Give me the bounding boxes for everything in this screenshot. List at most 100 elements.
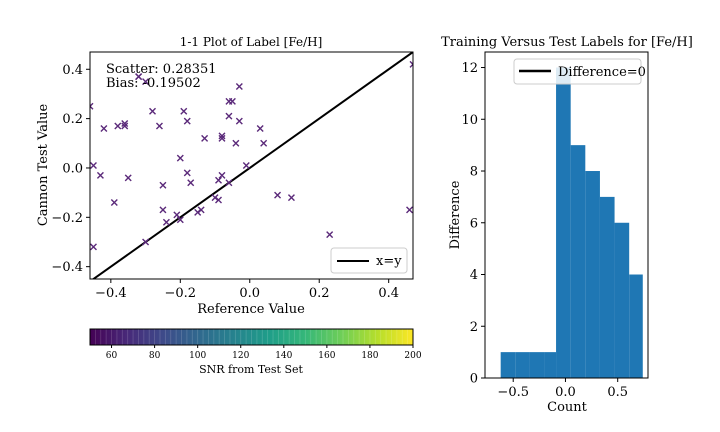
scatter-point-7 xyxy=(121,120,129,128)
colorbar: 60 80 100 120 140 160 180 200 SNR from Test Set xyxy=(89,328,422,376)
scatter-legend-label: x=y xyxy=(376,254,402,269)
histogram-x-tick-label: 0.5 xyxy=(607,385,628,400)
scatter-point-12 xyxy=(142,78,150,86)
scatter-point-0 xyxy=(90,102,94,110)
scatter-point-31 xyxy=(215,196,222,204)
histogram-bar-6 xyxy=(585,171,600,378)
scatter-x-ticks: −0.4 −0.2 0.0 0.2 0.4 xyxy=(95,279,399,301)
scatter-point-36 xyxy=(225,112,233,120)
scatter-point-26 xyxy=(194,208,202,216)
scatter-point-42 xyxy=(242,162,250,169)
scatter-plot-frame xyxy=(89,51,414,280)
scatter-x-tick-label: 0.4 xyxy=(378,286,399,301)
scatter-y-label: Cannon Test Value xyxy=(36,104,51,227)
scatter-point-29 xyxy=(211,194,219,202)
scatter-point-8 xyxy=(121,122,129,130)
histogram-y-tick-label: 4 xyxy=(470,268,478,283)
scatter-y-tick-label: 0.2 xyxy=(62,112,83,127)
scatter-point-40 xyxy=(235,117,243,125)
scatter-point-14 xyxy=(149,107,157,115)
scatter-point-2 xyxy=(90,243,97,251)
histogram-bar-7 xyxy=(599,196,615,378)
colorbar-tick-label: 60 xyxy=(106,351,118,361)
scatter-point-39 xyxy=(232,139,240,147)
scatter-point-13 xyxy=(142,238,150,246)
bias-annotation: Bias: -0.19502 xyxy=(106,76,201,91)
scatter-point-33 xyxy=(218,171,226,179)
histogram-x-tick-label: 0.0 xyxy=(555,385,576,400)
histogram-plot-frame xyxy=(484,51,649,379)
histogram-y-tick-label: 0 xyxy=(470,372,478,387)
scatter-point-38 xyxy=(228,97,236,105)
scatter-x-label: Reference Value xyxy=(197,302,305,317)
scatter-point-25 xyxy=(187,179,195,187)
scatter-point-34 xyxy=(218,134,226,142)
scatter-point-22 xyxy=(180,107,188,115)
histogram-bar-2 xyxy=(529,352,545,378)
colorbar-ticks: 60 80 100 120 140 160 180 200 xyxy=(106,345,422,361)
scatter-point-11 xyxy=(135,73,143,81)
colorbar-tick-label: 140 xyxy=(275,351,292,361)
scatter-point-45 xyxy=(274,191,282,199)
colorbar-tick-label: 100 xyxy=(189,351,206,361)
scatter-point-37 xyxy=(225,179,233,187)
histogram-y-label: Difference xyxy=(448,180,463,249)
histogram-bar-5 xyxy=(570,145,586,378)
histogram-panel: Training Versus Test Labels for [Fe/H] −… xyxy=(441,35,693,415)
colorbar-tick-label: 80 xyxy=(149,351,161,361)
scatter-point-47 xyxy=(326,231,334,239)
histogram-y-ticks: 0 2 4 6 8 10 12 xyxy=(461,61,485,387)
scatter-y-tick-label: −0.2 xyxy=(51,211,83,226)
scatter-point-28 xyxy=(201,134,209,142)
scatter-point-1 xyxy=(90,162,97,169)
scatter-point-27 xyxy=(197,206,205,214)
histogram-y-tick-label: 8 xyxy=(470,165,478,180)
colorbar-tick-label: 120 xyxy=(232,351,249,361)
histogram-bar-9 xyxy=(629,274,643,378)
scatter-point-5 xyxy=(110,199,118,207)
histogram-legend: Difference=0 xyxy=(513,58,646,85)
colorbar-stripes xyxy=(94,329,409,345)
scatter-point-30 xyxy=(215,176,222,184)
scatter-point-32 xyxy=(218,132,226,140)
scatter-point-46 xyxy=(287,194,295,202)
scatter-x-tick-label: −0.4 xyxy=(95,286,127,301)
histogram-legend-label: Difference=0 xyxy=(558,65,646,80)
histogram-legend-box xyxy=(513,58,642,85)
histogram-y-tick-label: 10 xyxy=(461,113,478,128)
scatter-title: 1-1 Plot of Label [Fe/H] xyxy=(180,35,323,49)
colorbar-tick-label: 160 xyxy=(318,351,335,361)
scatter-y-tick-label: 0.4 xyxy=(62,63,83,78)
x-equals-y-line xyxy=(91,52,413,279)
colorbar-tick-label: 180 xyxy=(361,351,378,361)
scatter-point-48 xyxy=(406,206,413,214)
scatter-y-ticks: −0.4 −0.2 0.0 0.2 0.4 xyxy=(51,63,90,275)
histogram-y-tick-label: 2 xyxy=(470,320,478,335)
histogram-bar-8 xyxy=(614,222,630,378)
colorbar-gradient xyxy=(90,329,413,345)
scatter-legend: x=y xyxy=(330,247,408,274)
scatter-point-3 xyxy=(96,171,104,179)
colorbar-label: SNR from Test Set xyxy=(199,363,303,376)
scatter-x-tick-label: 0.0 xyxy=(239,286,260,301)
scatter-x-tick-label: −0.2 xyxy=(165,286,197,301)
histogram-bar-4 xyxy=(556,67,571,379)
histogram-bar-1 xyxy=(515,352,530,378)
scatter-point-18 xyxy=(162,218,170,226)
scatter-point-41 xyxy=(235,83,243,91)
scatter-point-20 xyxy=(176,154,184,162)
histogram-bar-0 xyxy=(500,352,516,378)
histogram-x-tick-label: −0.5 xyxy=(497,385,529,400)
histogram-y-tick-label: 6 xyxy=(470,216,478,231)
histogram-bars xyxy=(500,67,643,379)
colorbar-frame xyxy=(89,328,414,346)
scatter-point-6 xyxy=(114,122,122,130)
scatter-point-43 xyxy=(256,124,264,132)
scatter-point-9 xyxy=(124,174,132,182)
scatter-point-16 xyxy=(159,181,167,189)
scatter-point-44 xyxy=(260,139,268,147)
scatter-y-tick-label: 0.0 xyxy=(62,161,83,176)
scatter-point-4 xyxy=(100,124,108,132)
histogram-x-ticks: −0.5 0.0 0.5 xyxy=(497,378,628,400)
scatter-points xyxy=(90,60,413,251)
